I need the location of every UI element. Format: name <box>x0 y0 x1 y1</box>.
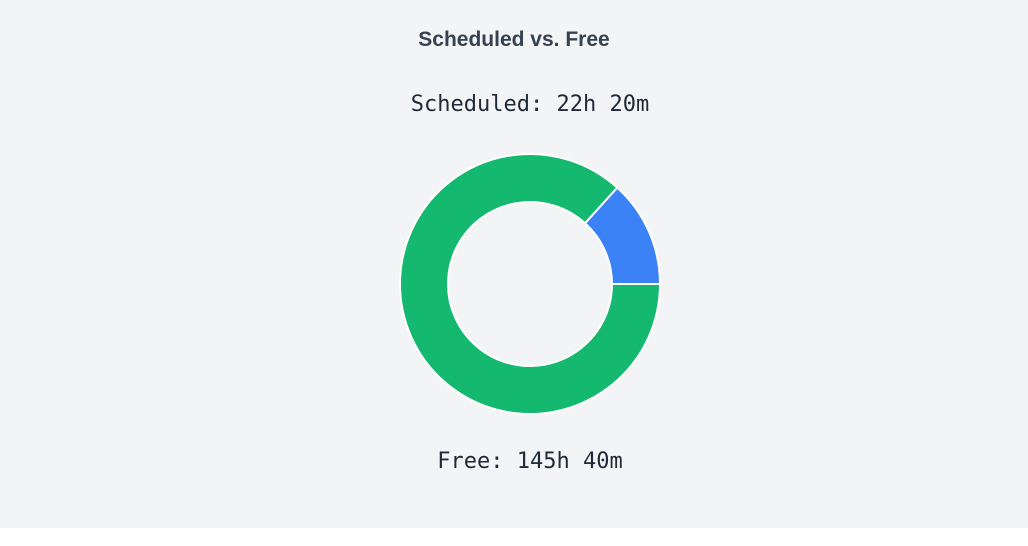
free-label: Free: 145h 40m <box>437 449 623 474</box>
donut-chart <box>399 153 662 415</box>
chart-title: Scheduled vs. Free <box>418 28 610 51</box>
donut-slice-free[interactable] <box>399 153 662 415</box>
chart-panel: Scheduled vs. Free Scheduled: 22h 20m Fr… <box>0 0 1028 528</box>
scheduled-label: Scheduled: 22h 20m <box>410 92 650 117</box>
